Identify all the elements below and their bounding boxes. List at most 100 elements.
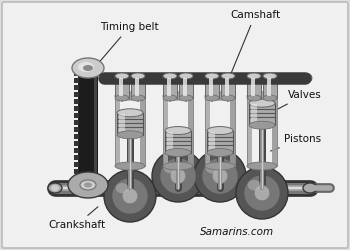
Ellipse shape — [165, 126, 191, 134]
Ellipse shape — [247, 95, 261, 101]
Bar — [205, 76, 219, 98]
Bar — [74, 120, 79, 125]
Bar — [207, 130, 233, 152]
Ellipse shape — [104, 170, 156, 222]
Bar — [74, 106, 79, 111]
Bar — [74, 113, 79, 118]
Ellipse shape — [254, 185, 270, 201]
Bar — [167, 78, 171, 96]
Ellipse shape — [263, 73, 277, 79]
Bar — [263, 76, 277, 98]
Bar — [74, 92, 79, 97]
Ellipse shape — [117, 131, 143, 139]
Bar — [205, 96, 210, 166]
Bar — [74, 134, 79, 139]
Ellipse shape — [221, 73, 235, 79]
Text: Pistons: Pistons — [271, 134, 321, 151]
Bar — [188, 96, 193, 166]
Ellipse shape — [247, 73, 261, 79]
Ellipse shape — [165, 148, 191, 156]
Ellipse shape — [236, 167, 288, 219]
Bar — [183, 78, 187, 96]
Ellipse shape — [51, 185, 59, 191]
Bar — [74, 162, 79, 167]
Bar — [74, 155, 79, 160]
Ellipse shape — [205, 92, 235, 100]
Ellipse shape — [163, 92, 193, 100]
Ellipse shape — [131, 95, 145, 101]
Bar — [163, 96, 168, 166]
Bar — [247, 96, 252, 166]
Bar — [225, 78, 229, 96]
Text: Timing belt: Timing belt — [86, 22, 159, 78]
Bar — [74, 141, 79, 146]
Text: Valves: Valves — [274, 90, 322, 111]
Bar — [209, 78, 213, 96]
Bar — [272, 96, 277, 166]
Ellipse shape — [244, 175, 280, 211]
Bar — [74, 169, 79, 174]
Ellipse shape — [116, 183, 129, 194]
Ellipse shape — [163, 73, 177, 79]
Ellipse shape — [205, 162, 235, 170]
Bar — [167, 132, 173, 152]
Ellipse shape — [80, 180, 96, 190]
Bar — [74, 127, 79, 132]
Bar — [74, 85, 79, 90]
Text: Camshaft: Camshaft — [230, 10, 280, 74]
Bar — [115, 96, 120, 166]
Ellipse shape — [206, 163, 219, 173]
Bar — [221, 76, 235, 98]
Ellipse shape — [202, 158, 238, 194]
Bar — [117, 113, 143, 135]
Ellipse shape — [212, 168, 228, 184]
Ellipse shape — [179, 73, 193, 79]
Ellipse shape — [48, 183, 62, 193]
Bar — [115, 76, 129, 98]
Ellipse shape — [131, 73, 145, 79]
Ellipse shape — [72, 58, 104, 78]
Ellipse shape — [249, 99, 275, 107]
Bar — [163, 76, 177, 98]
Bar — [140, 96, 145, 166]
Ellipse shape — [115, 92, 145, 100]
Ellipse shape — [303, 183, 317, 193]
Bar — [78, 68, 98, 185]
Ellipse shape — [247, 92, 277, 100]
Bar — [135, 78, 139, 96]
Bar — [74, 71, 79, 76]
Ellipse shape — [160, 158, 196, 194]
Ellipse shape — [170, 168, 186, 184]
Text: Crankshaft: Crankshaft — [48, 207, 105, 230]
Ellipse shape — [117, 109, 143, 117]
Ellipse shape — [152, 150, 204, 202]
Ellipse shape — [205, 73, 219, 79]
Ellipse shape — [249, 121, 275, 129]
Ellipse shape — [207, 126, 233, 134]
Ellipse shape — [115, 73, 129, 79]
Ellipse shape — [194, 150, 246, 202]
Ellipse shape — [164, 163, 177, 173]
Ellipse shape — [221, 95, 235, 101]
Ellipse shape — [84, 182, 92, 188]
Bar — [251, 78, 255, 96]
Bar — [209, 132, 215, 152]
Ellipse shape — [163, 95, 177, 101]
Ellipse shape — [179, 95, 193, 101]
Text: Samarins.com: Samarins.com — [200, 227, 274, 237]
Bar — [165, 130, 191, 152]
Ellipse shape — [263, 95, 277, 101]
Bar — [94, 68, 97, 185]
Bar — [74, 99, 79, 104]
Bar — [267, 78, 271, 96]
Ellipse shape — [163, 162, 193, 170]
Bar — [74, 176, 79, 181]
Bar — [247, 76, 261, 98]
Ellipse shape — [78, 62, 94, 72]
Ellipse shape — [248, 180, 261, 190]
Ellipse shape — [247, 162, 277, 170]
Ellipse shape — [83, 65, 93, 71]
Bar — [131, 76, 145, 98]
Bar — [249, 103, 275, 125]
FancyBboxPatch shape — [2, 2, 348, 248]
